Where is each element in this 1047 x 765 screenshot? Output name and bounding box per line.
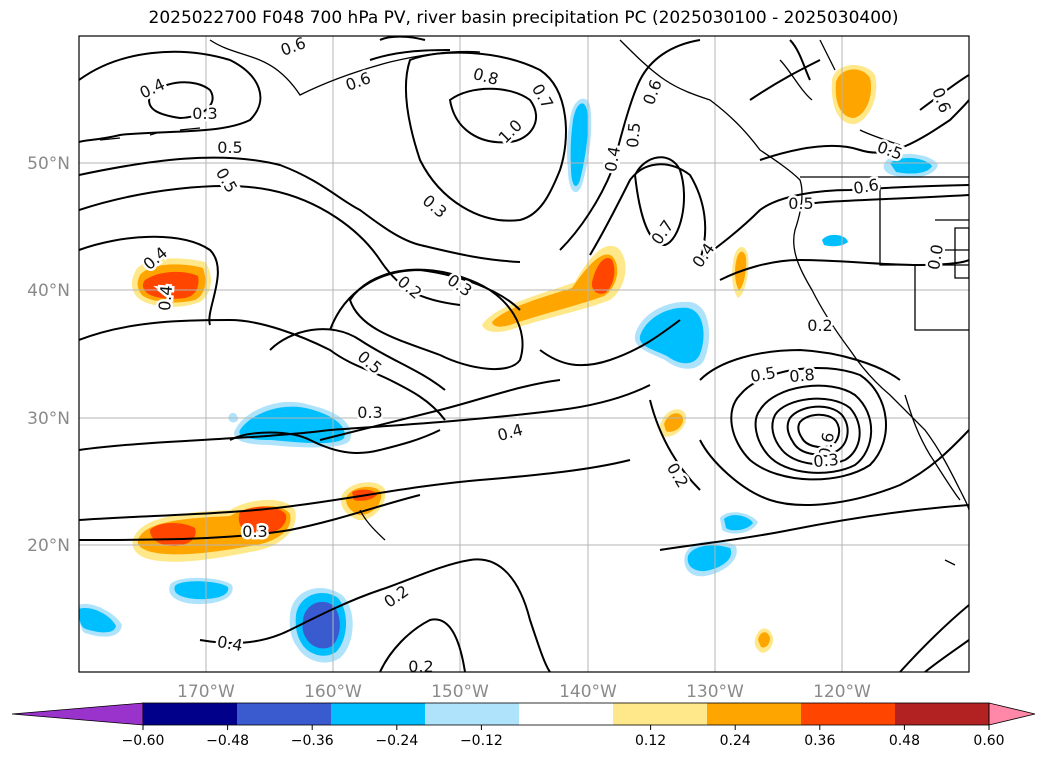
colorbar-segment [331, 703, 426, 725]
colorbar-tick-label: 0.12 [635, 733, 666, 749]
colorbar-segment [237, 703, 332, 725]
precip-negative-blob [174, 581, 228, 599]
colorbar-extension-high [989, 703, 1035, 725]
colorbar-tick-label: −0.48 [206, 733, 249, 749]
lon-label: 130°W [686, 682, 744, 702]
lat-label: 30°N [27, 409, 70, 429]
contour-label: 0.2 [408, 657, 433, 676]
colorbar-extension-low [12, 703, 143, 725]
colorbar-tick-label: −0.24 [375, 733, 418, 749]
contour-label: 0.5 [788, 194, 813, 213]
colorbar-tick-label: 0.36 [804, 733, 835, 749]
colorbar-segment [425, 703, 520, 725]
colorbar-tick-label: −0.12 [460, 733, 503, 749]
colorbar-ticks: −0.60 −0.48 −0.36 −0.24 −0.12 0.12 0.24 0.36 0.4… [122, 725, 1005, 749]
lon-label: 150°W [431, 682, 489, 702]
colorbar-tick-label: 0.48 [889, 733, 920, 749]
colorbar [12, 703, 1035, 725]
colorbar-segment [519, 703, 614, 725]
lon-label: 120°W [813, 682, 871, 702]
lat-label: 50°N [27, 154, 70, 174]
colorbar-tick-label: −0.60 [122, 733, 165, 749]
colorbar-segment [707, 703, 802, 725]
colorbar-tick-label: −0.36 [291, 733, 334, 749]
contour-label: 0.5 [217, 138, 242, 157]
lon-label: 160°W [304, 682, 362, 702]
lon-label: 170°W [177, 682, 235, 702]
colorbar-segment [143, 703, 238, 725]
contour-label: 0.8 [789, 365, 816, 386]
colorbar-tick-label: 0.24 [720, 733, 751, 749]
colorbar-segment [801, 703, 896, 725]
contour-label: 0.5 [623, 122, 644, 149]
contour-label: 0.3 [242, 522, 267, 541]
colorbar-segment [613, 703, 708, 725]
contour-label: 0.3 [192, 104, 217, 123]
contour-label: 0.3 [813, 450, 840, 471]
contour-label: 0.2 [807, 316, 832, 335]
colorbar-tick-label: 0.60 [973, 733, 1004, 749]
lat-label: 40°N [27, 281, 70, 301]
lat-label: 20°N [27, 536, 70, 556]
longitude-labels: 170°W 160°W 150°W 140°W 130°W 120°W [177, 682, 871, 702]
contour-label: 0.4 [155, 285, 176, 312]
contour-label: 0.3 [357, 403, 382, 422]
colorbar-segment [895, 703, 990, 725]
latitude-labels: 50°N 40°N 30°N 20°N [27, 154, 70, 556]
lon-label: 140°W [559, 682, 617, 702]
